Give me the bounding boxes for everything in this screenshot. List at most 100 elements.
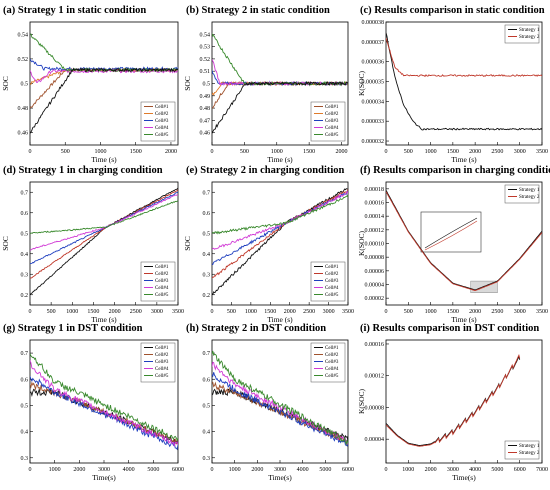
x-tick-label: 3000 [98, 467, 110, 473]
legend-entry: Cell#4 [325, 286, 339, 291]
x-tick-label: 5000 [491, 467, 503, 473]
y-tick-label: 0.46 [200, 131, 211, 137]
inset-line-strategy-2 [424, 220, 478, 251]
x-tick-label: 2000 [165, 149, 177, 155]
legend-entry: Cell#2 [325, 353, 339, 358]
y-tick-label: 0.6 [203, 211, 211, 217]
series-line-cell-5 [30, 353, 178, 442]
x-tick-label: 3500 [536, 149, 548, 155]
panel-title: (g) Strategy 1 in DST condition [3, 323, 143, 334]
x-tick-label: 1000 [94, 149, 106, 155]
x-tick-label: 3500 [536, 309, 548, 315]
series-line-strategy-2 [386, 191, 542, 291]
chart-panel-d: (d) Strategy 1 in charging condition 0 500… [1, 165, 184, 324]
series-line-strategy-1 [386, 32, 542, 131]
x-tick-label: 1500 [130, 149, 142, 155]
x-tick-label: 1500 [303, 149, 315, 155]
x-tick-label: 1000 [229, 467, 241, 473]
x-tick-label: 0 [211, 467, 214, 473]
y-tick-label: 0.00002 [365, 296, 385, 302]
legend-entry: Cell#1 [325, 265, 339, 270]
series-line-cell-1 [212, 188, 348, 295]
y-tick-label: 0.00008 [365, 405, 385, 411]
panel-title: (a) Strategy 1 in static condition [3, 5, 146, 16]
x-tick-label: 2000 [284, 309, 296, 315]
inset-frame [420, 211, 482, 253]
y-tick-label: 0.2 [203, 293, 211, 299]
y-tick-label: 0.00018 [365, 187, 385, 193]
y-tick-label: 0.000033 [362, 119, 385, 125]
x-tick-label: 2000 [109, 309, 121, 315]
legend-entry: Cell#4 [325, 126, 339, 131]
x-axis-label: Time (s) [267, 315, 293, 324]
legend-entry: Cell#5 [155, 133, 169, 138]
axes-frame [211, 181, 349, 306]
x-tick-label: 0 [29, 149, 32, 155]
chart-panel-h: (h) Strategy 2 in DST condition 0 1000 2000… [186, 323, 354, 482]
series-line-cell-5 [212, 33, 348, 87]
legend-entry: Cell#4 [155, 367, 169, 372]
legend-entry: Cell#1 [155, 346, 169, 351]
y-tick-label: 0.000032 [362, 139, 385, 145]
inset-line-strategy-1 [424, 217, 478, 249]
legend-entry: Strategy 2 [519, 451, 540, 456]
x-tick-label: 3000 [514, 309, 526, 315]
y-tick-label: 0.000037 [362, 40, 385, 46]
x-tick-label: 2000 [336, 149, 348, 155]
x-tick-label: 1500 [447, 309, 459, 315]
y-tick-label: 0.52 [200, 57, 211, 63]
x-tick-label: 6000 [514, 467, 526, 473]
y-tick-label: 0.00012 [365, 374, 385, 380]
x-tick-label: 1000 [66, 309, 78, 315]
x-tick-label: 4000 [123, 467, 135, 473]
x-tick-label: 3000 [514, 149, 526, 155]
y-tick-label: 0.00004 [365, 283, 385, 289]
legend-entry: Cell#4 [155, 126, 169, 131]
legend: Cell#1 Cell#2 Cell#3 Cell#4 Cell#5 [140, 101, 176, 142]
x-tick-label: 3000 [274, 467, 286, 473]
x-tick-label: 2500 [491, 309, 503, 315]
y-tick-label: 0.4 [203, 252, 211, 258]
legend-entry: Cell#3 [325, 279, 339, 284]
legend: Strategy 1 Strategy 2 [504, 440, 540, 460]
legend: Cell#1 Cell#2 Cell#3 Cell#4 Cell#5 [310, 342, 346, 383]
legend-entry: Cell#1 [155, 265, 169, 270]
y-tick-label: 0.000038 [362, 20, 385, 26]
x-tick-label: 2000 [73, 467, 85, 473]
series-line-cell-5 [30, 33, 178, 73]
x-tick-label: 500 [404, 309, 413, 315]
x-tick-label: 1500 [87, 309, 99, 315]
series-line-cell-2 [212, 189, 348, 279]
y-tick-label: 0.7 [203, 351, 211, 357]
y-tick-label: 0.3 [203, 456, 211, 462]
y-tick-label: 0.4 [21, 252, 29, 258]
legend-entry: Cell#1 [325, 105, 339, 110]
y-tick-label: 0.00014 [365, 214, 385, 220]
y-tick-label: 0.000034 [362, 99, 385, 105]
y-tick-label: 0.6 [21, 211, 29, 217]
y-tick-label: 0.5 [203, 403, 211, 409]
y-tick-label: 0.5 [21, 403, 29, 409]
series-line-unnamed-5 [212, 80, 348, 134]
y-axis-label: SOC [1, 236, 10, 251]
x-axis-label: Time(s) [452, 473, 476, 482]
legend-entry: Cell#1 [155, 105, 169, 110]
legend-entry: Cell#5 [325, 293, 339, 298]
panel-title: (c) Results comparison in static conditi… [360, 5, 545, 16]
y-tick-label: 0.00006 [365, 269, 385, 275]
y-tick-label: 0.7 [21, 351, 29, 357]
x-tick-label: 0 [385, 467, 388, 473]
x-tick-label: 3000 [447, 467, 459, 473]
y-axis-label: K(SOC) [357, 389, 366, 415]
legend-entry: Cell#2 [325, 272, 339, 277]
x-tick-label: 1500 [264, 309, 276, 315]
y-tick-label: 0.48 [18, 106, 29, 112]
y-tick-label: 0.3 [203, 272, 211, 278]
chart-panel-b: (b) Strategy 2 in static condition 0 500 10… [183, 5, 349, 164]
series-line-strategy-1 [386, 355, 521, 446]
x-tick-label: 4000 [469, 467, 481, 473]
legend-entry: Cell#2 [325, 112, 339, 117]
y-tick-label: 0.6 [203, 377, 211, 383]
legend-entry: Cell#3 [155, 360, 169, 365]
